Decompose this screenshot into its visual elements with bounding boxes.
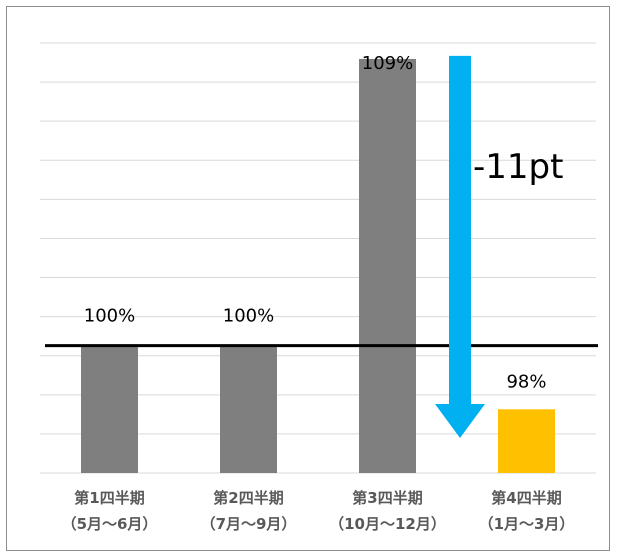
data-label-q1: 100% — [84, 306, 135, 327]
bars — [81, 58, 555, 473]
category-label-q1: 第1四半期 — [74, 489, 144, 507]
bar-q2 — [220, 345, 277, 473]
category-sublabel-q4: （1月～3月） — [479, 515, 575, 533]
bar-q3 — [359, 58, 416, 473]
category-labels: 第1四半期 （5月～6月） 第2四半期 （7月～9月） 第3四半期 （10月～12月） 第4… — [62, 489, 575, 533]
category-sublabel-q3: （10月～12月） — [329, 515, 446, 533]
data-label-q2: 100% — [223, 306, 274, 327]
bar-q1 — [81, 345, 138, 473]
arrow-shape — [435, 55, 485, 438]
bar-q4 — [498, 409, 555, 473]
data-label-q3: 109% — [362, 53, 413, 74]
category-label-q4: 第4四半期 — [491, 489, 561, 507]
change-arrow-icon — [435, 55, 485, 438]
category-sublabel-q1: （5月～6月） — [62, 515, 158, 533]
data-label-q4: 98% — [506, 371, 546, 392]
change-annotation: -11pt — [473, 147, 563, 187]
category-sublabel-q2: （7月～9月） — [201, 515, 297, 533]
category-label-q3: 第3四半期 — [352, 489, 422, 507]
data-labels: 100% 100% 109% 98% — [84, 53, 547, 392]
category-label-q2: 第2四半期 — [213, 489, 283, 507]
